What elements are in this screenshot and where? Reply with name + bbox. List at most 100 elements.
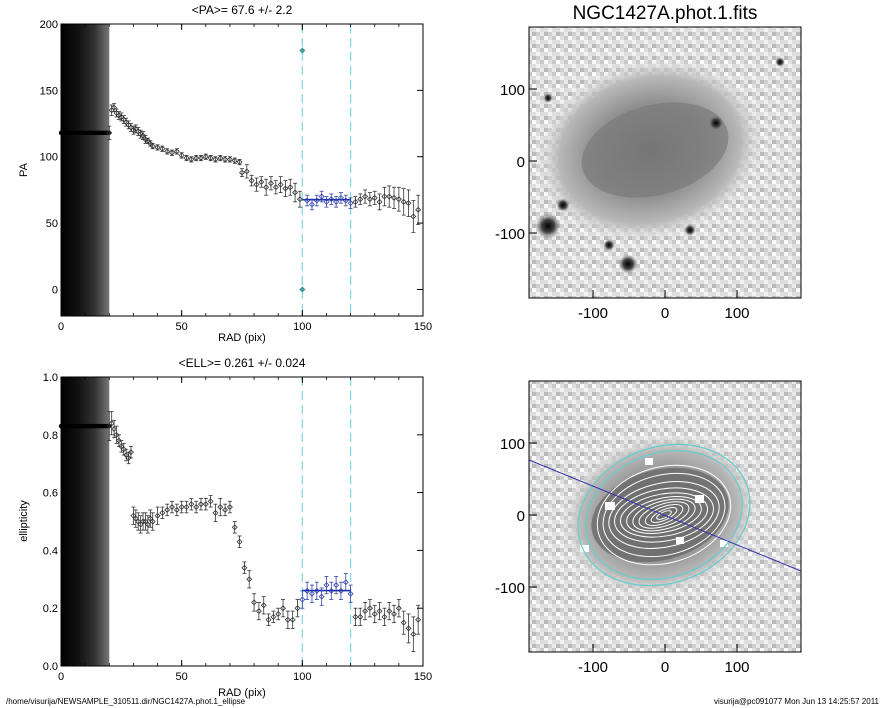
masked-region (580, 545, 589, 552)
ell-inner-points (58, 423, 111, 429)
isophote-ellipses (596, 464, 732, 566)
ell-plot-frame (60, 376, 424, 667)
ell-data-point (395, 599, 402, 618)
isophote-image-ticks (529, 442, 738, 652)
ell-data-point (169, 500, 175, 514)
ell-data-point (164, 503, 171, 517)
pa-data-point (391, 186, 398, 209)
star-marker (708, 115, 724, 131)
image-y-tick-label: -100 (495, 580, 525, 597)
pa-plot-frame (60, 23, 424, 317)
ell-data-point (366, 599, 373, 618)
star-marker (775, 57, 785, 67)
masked-region (676, 537, 684, 544)
masked-region (605, 502, 615, 510)
pa-data-point (267, 176, 274, 191)
ell-data-point (226, 500, 233, 514)
ell-data-point (415, 604, 422, 635)
pa-data-point (366, 192, 373, 207)
ell-data-point (183, 500, 190, 514)
pa-data-point (263, 178, 270, 196)
star-marker (556, 198, 570, 212)
ell-data-point (178, 500, 185, 514)
ell-data-point (212, 503, 219, 522)
ell-data-point (173, 503, 180, 517)
ell-data-point (284, 610, 291, 629)
ell-data-point (294, 599, 301, 618)
image-x-tick-label: 0 (661, 659, 669, 676)
pa-data-point (159, 145, 166, 152)
image-title: NGC1427A.phot.1.fits (573, 3, 758, 24)
ell-data-point (386, 602, 393, 621)
isophote-outer-ellipse (585, 450, 743, 580)
ell-data-point (342, 573, 349, 592)
pa-data-point (299, 47, 306, 54)
ell-y-tick-label: 0.4 (43, 545, 58, 557)
ell-x-tick-label: 0 (58, 671, 64, 683)
pa-data-point (202, 153, 209, 160)
ell-data-point (198, 497, 204, 511)
pa-data-point (253, 177, 260, 192)
star-marker (535, 213, 561, 239)
ell-data-point (289, 610, 296, 629)
ell-data-point (188, 497, 195, 511)
ell-data-point (222, 503, 229, 517)
pa-data-point (193, 154, 200, 162)
pa-data-point (130, 125, 137, 135)
pa-y-tick-label: 150 (40, 85, 58, 97)
pa-data-point (323, 196, 330, 208)
pa-y-tick-label: 0 (52, 284, 58, 296)
ell-data-point (347, 584, 354, 603)
ell-data-point (149, 512, 156, 531)
ell-data-point (410, 616, 417, 652)
pa-data-point (386, 185, 393, 208)
ell-data-point (159, 506, 166, 520)
pa-data-point (272, 180, 279, 195)
ell-data-point (400, 610, 407, 635)
ell-data-point (246, 570, 253, 589)
pa-data-points (106, 47, 422, 293)
pa-y-tick-label: 200 (40, 19, 58, 31)
ell-data-point (270, 610, 277, 624)
pa-data-point (337, 192, 344, 204)
ell-data-point (108, 411, 115, 436)
isophote-image-panel: -100 0 100 100 0 -100 (495, 380, 802, 676)
pa-data-point (178, 152, 185, 159)
ell-limit-lines (301, 377, 352, 666)
pa-data-point (277, 176, 284, 193)
ell-title: <ELL>= 0.261 +/- 0.024 (179, 356, 306, 370)
pa-data-point (154, 144, 161, 151)
pa-data-point (248, 174, 255, 187)
pa-shaded-region (61, 24, 110, 316)
ell-data-point (251, 593, 258, 612)
position-angle-line (529, 459, 801, 572)
image-y-tick-label: 100 (500, 82, 525, 99)
ell-x-axis-ticks: 0 50 100 150 (58, 377, 432, 683)
pa-y-label: PA (18, 162, 30, 177)
pa-data-point (188, 156, 195, 163)
pa-data-point (400, 188, 407, 216)
pa-data-point (415, 194, 422, 225)
ell-data-point (154, 506, 161, 525)
pa-data-point (362, 189, 369, 204)
pa-data-point (106, 125, 113, 140)
pa-data-point (149, 143, 156, 150)
image-y-tick-label: 0 (517, 154, 525, 171)
ell-data-point (391, 604, 398, 624)
ell-y-tick-label: 0.0 (43, 661, 58, 673)
pa-data-point (381, 186, 388, 207)
ell-data-points (106, 411, 422, 652)
pa-inner-points (58, 130, 111, 136)
pa-data-point (183, 154, 190, 162)
pa-limit-lines (301, 24, 352, 316)
ell-data-point (202, 497, 209, 511)
ell-y-tick-label: 0.2 (43, 603, 58, 615)
pa-data-point (243, 164, 250, 179)
masked-region (645, 458, 653, 465)
ell-data-point (275, 607, 282, 621)
ell-data-point (118, 440, 125, 453)
pa-data-point (299, 286, 306, 293)
ell-x-tick-label: 150 (414, 671, 432, 683)
image-y-tick-label: -100 (495, 226, 525, 243)
galaxy-core (591, 467, 729, 563)
